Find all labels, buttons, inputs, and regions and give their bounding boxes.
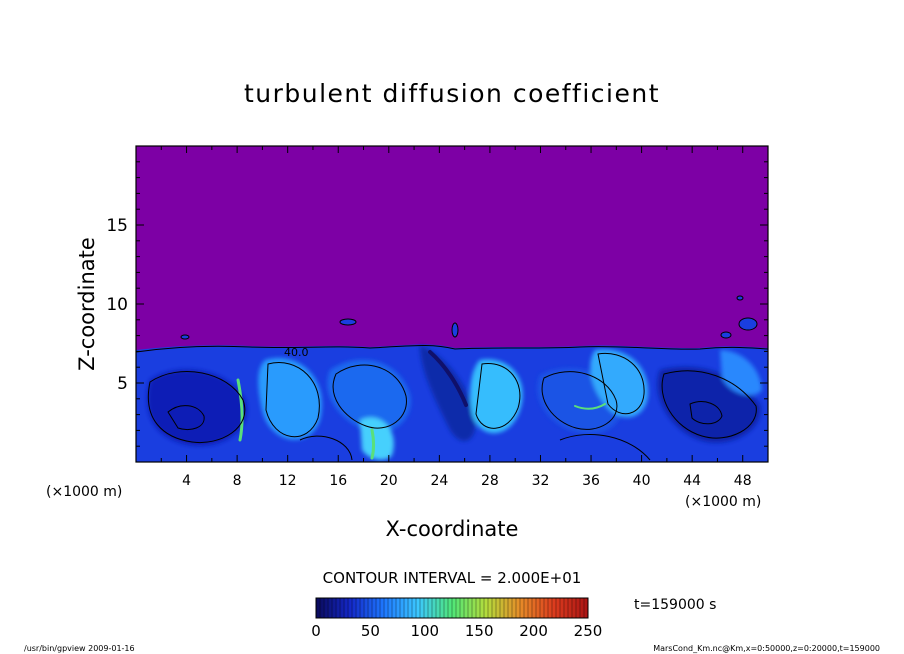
chart-title: turbulent diffusion coefficient <box>244 79 660 108</box>
streak-1 <box>236 378 244 442</box>
contour-2 <box>147 371 246 444</box>
patch-1 <box>339 318 357 326</box>
x-tick-label: 20 <box>380 473 398 489</box>
contour-6 <box>541 371 618 430</box>
colorbar-tick-label: 250 <box>574 622 603 640</box>
x-tick-label: 40 <box>633 473 651 489</box>
patch-6 <box>736 295 744 301</box>
colorbar-tick-label: 100 <box>410 622 439 640</box>
mixed-layer <box>136 295 768 462</box>
highlight-streaks <box>236 350 606 460</box>
x-tick-label: 16 <box>329 473 347 489</box>
colorbar: 0 50 100 150 200 250 <box>311 597 602 640</box>
contour-10 <box>559 434 651 461</box>
patch-3 <box>738 317 758 331</box>
y-tick-label: 15 <box>106 216 128 236</box>
contour-label: 40.0 <box>284 346 309 359</box>
x-tick-label: 48 <box>734 473 752 489</box>
streak-4 <box>574 403 606 410</box>
colorbar-stripes <box>315 598 589 618</box>
y-axis-ticks: 5 10 15 <box>106 161 768 447</box>
streak-3 <box>428 350 468 407</box>
eddy-10 <box>720 350 762 396</box>
contour-interval: CONTOUR INTERVAL = 2.000E+01 <box>323 569 582 587</box>
x-tick-label: 36 <box>582 473 600 489</box>
time-label: t=159000 s <box>634 597 716 613</box>
contour-8 <box>661 370 757 439</box>
x-unit-left: (×1000 m) <box>46 484 122 500</box>
isolated-patches <box>180 295 758 340</box>
plot-area: 40.0 <box>136 146 768 462</box>
colorbar-tick-label: 150 <box>465 622 494 640</box>
footer-left: /usr/bin/gpview 2009-01-16 <box>24 644 135 653</box>
contour-1 <box>136 344 768 353</box>
contour-5 <box>475 363 521 429</box>
patch-5 <box>180 334 190 340</box>
colorbar-frame <box>315 597 589 619</box>
x-tick-label: 24 <box>430 473 448 489</box>
contour-9 <box>299 435 353 461</box>
x-tick-label: 4 <box>182 473 191 489</box>
x-tick-label: 32 <box>532 473 550 489</box>
footer-right: MarsCond_Km.nc@Km,x=0:50000,z=0:20000,t=… <box>653 644 880 653</box>
colorbar-ticks: 0 50 100 150 200 250 <box>311 622 602 640</box>
colorbar-tick-label: 50 <box>361 622 380 640</box>
contour-11 <box>167 405 205 430</box>
y-tick-label: 10 <box>106 295 128 315</box>
x-tick-label: 44 <box>683 473 701 489</box>
x-unit-right: (×1000 m) <box>685 494 761 510</box>
x-axis-label: X-coordinate <box>386 517 519 541</box>
colorbar-tick-label: 0 <box>311 622 321 640</box>
eddy-7 <box>590 349 649 418</box>
contour-lines <box>136 344 768 461</box>
colorbar-tick-label: 200 <box>519 622 548 640</box>
contour-12 <box>689 401 723 425</box>
contour-3 <box>265 362 320 437</box>
x-tick-label: 8 <box>233 473 242 489</box>
eddy-3 <box>327 359 411 433</box>
eddy-1 <box>147 369 247 446</box>
y-axis-label: Z-coordinate <box>75 237 99 371</box>
y-tick-label: 5 <box>117 374 128 394</box>
eddy-9 <box>360 417 394 460</box>
streak-2 <box>370 428 375 460</box>
x-axis-ticks: 4 8 12 16 20 24 28 32 36 40 44 48 <box>160 146 752 489</box>
eddy-4 <box>420 345 476 441</box>
contour-7 <box>597 352 645 415</box>
eddy-5 <box>470 359 523 434</box>
x-tick-label: 28 <box>481 473 499 489</box>
turbulent-eddies <box>147 345 762 460</box>
patch-4 <box>720 331 732 339</box>
x-tick-label: 12 <box>279 473 297 489</box>
patch-2 <box>451 322 459 338</box>
eddy-2 <box>258 358 322 440</box>
contour-4 <box>332 364 407 429</box>
